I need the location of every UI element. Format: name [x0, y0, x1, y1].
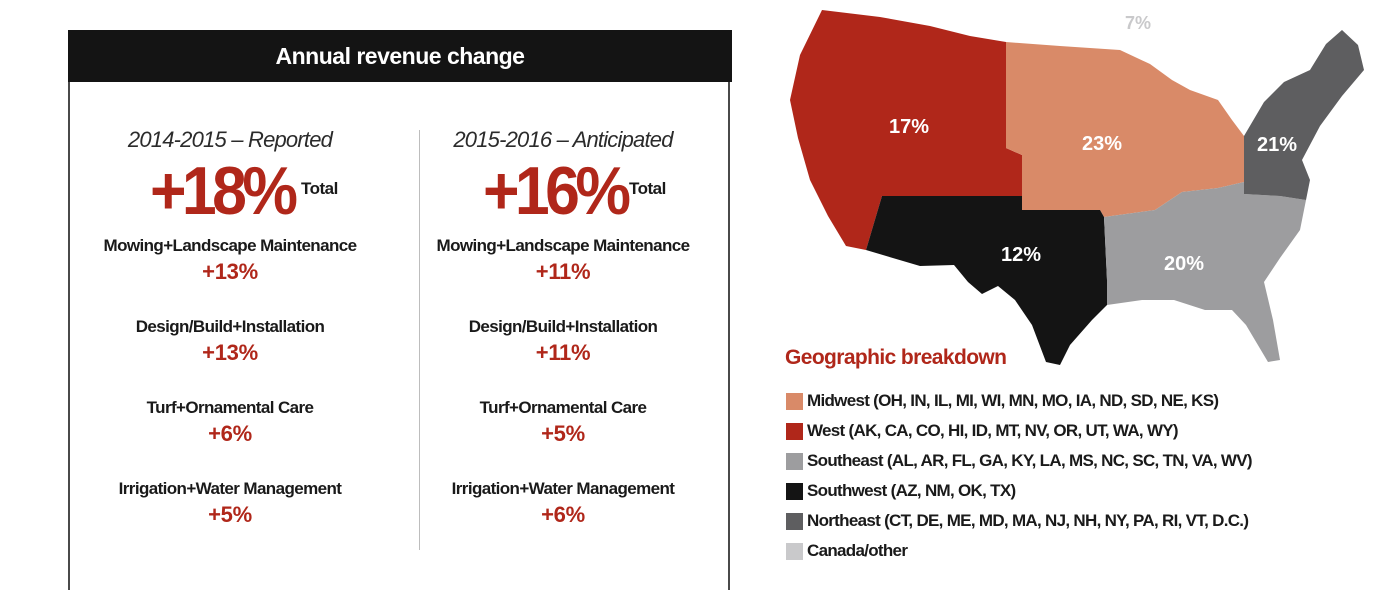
segment-label: Irrigation+Water Management	[118, 479, 342, 498]
column-anticipated: 2015-2016 – Anticipated +16% Total Mowin…	[403, 125, 723, 557]
map-legend: Midwest (OH, IN, IL, MI, WI, MN, MO, IA,…	[786, 386, 1253, 566]
segment-value: +11%	[535, 259, 591, 284]
legend-item-midwest: Midwest (OH, IN, IL, MI, WI, MN, MO, IA,…	[786, 386, 1252, 416]
region-southwest	[866, 196, 1107, 365]
legend-swatch	[786, 422, 803, 440]
total-block: +16% Total	[403, 153, 723, 233]
region-value-southeast: 20%	[1164, 253, 1204, 275]
segment-item: Turf+Ornamental Care +6%	[70, 395, 390, 476]
segment-item: Irrigation+Water Management +5%	[70, 476, 390, 557]
region-southeast	[1104, 182, 1306, 362]
total-label: Total	[301, 179, 338, 198]
segment-item: Turf+Ornamental Care +5%	[403, 395, 723, 476]
total-label: Total	[629, 179, 666, 198]
segment-label: Turf+Ornamental Care	[479, 398, 647, 417]
legend-title: Geographic breakdown	[785, 346, 1007, 369]
legend-item-northeast: Northeast (CT, DE, ME, MD, MA, NJ, NH, N…	[786, 506, 1252, 536]
segment-label: Irrigation+Water Management	[451, 479, 675, 498]
legend-item-west: West (AK, CA, CO, HI, ID, MT, NV, OR, UT…	[786, 416, 1252, 446]
panel-title: Annual revenue change	[68, 30, 732, 82]
legend-item-southeast: Southeast (AL, AR, FL, GA, KY, LA, MS, N…	[786, 446, 1253, 476]
legend-swatch	[786, 512, 803, 530]
segment-value: +13%	[202, 340, 258, 365]
column-divider	[419, 130, 420, 550]
legend-swatch	[786, 392, 803, 410]
region-west	[790, 10, 1022, 250]
segment-label: Mowing+Landscape Maintenance	[103, 236, 358, 255]
segment-value: +5%	[541, 421, 585, 446]
region-northeast	[1244, 30, 1364, 200]
segment-value: +6%	[541, 502, 585, 527]
legend-label: Southeast (AL, AR, FL, GA, KY, LA, MS, N…	[807, 451, 1253, 470]
region-value-west: 17%	[889, 116, 929, 138]
legend-swatch	[786, 482, 803, 500]
legend-label: Midwest (OH, IN, IL, MI, WI, MN, MO, IA,…	[807, 391, 1219, 410]
segment-item: Design/Build+Installation +11%	[403, 314, 723, 395]
legend-label: Southwest (AZ, NM, OK, TX)	[807, 481, 1016, 500]
revenue-panel: Annual revenue change 2014-2015 – Report…	[68, 30, 732, 590]
segment-item: Irrigation+Water Management +6%	[403, 476, 723, 557]
period-label: 2014-2015 – Reported	[127, 127, 333, 152]
segment-label: Mowing+Landscape Maintenance	[436, 236, 691, 255]
legend-item-southwest: Southwest (AZ, NM, OK, TX)	[786, 476, 1252, 506]
total-value: +18%	[150, 153, 298, 229]
legend-label: Canada/other	[807, 541, 908, 560]
legend-label: Northeast (CT, DE, ME, MD, MA, NJ, NH, N…	[807, 511, 1249, 530]
region-value-southwest: 12%	[1001, 244, 1041, 266]
total-value: +16%	[483, 153, 631, 229]
region-value-midwest: 23%	[1082, 133, 1122, 155]
legend-swatch	[786, 452, 803, 470]
segment-item: Mowing+Landscape Maintenance +11%	[403, 233, 723, 314]
segment-label: Turf+Ornamental Care	[146, 398, 314, 417]
segment-item: Design/Build+Installation +13%	[70, 314, 390, 395]
legend-item-canada-other: Canada/other	[786, 536, 1252, 566]
region-midwest	[1006, 42, 1244, 217]
segment-label: Design/Build+Installation	[135, 317, 325, 336]
segment-label: Design/Build+Installation	[468, 317, 658, 336]
segment-item: Mowing+Landscape Maintenance +13%	[70, 233, 390, 314]
region-value-canada: 7%	[1125, 13, 1151, 33]
total-block: +18% Total	[70, 153, 390, 233]
legend-label: West (AK, CA, CO, HI, ID, MT, NV, OR, UT…	[807, 421, 1179, 440]
us-region-map: 7% 17% 23% 21% 12% 20%	[790, 10, 1364, 365]
segment-value: +6%	[208, 421, 252, 446]
legend-swatch	[786, 542, 803, 560]
segment-value: +13%	[202, 259, 258, 284]
period-label: 2015-2016 – Anticipated	[453, 127, 673, 152]
segment-value: +5%	[208, 502, 252, 527]
region-value-northeast: 21%	[1257, 134, 1297, 156]
segment-value: +11%	[535, 340, 591, 365]
column-reported: 2014-2015 – Reported +18% Total Mowing+L…	[70, 125, 390, 557]
